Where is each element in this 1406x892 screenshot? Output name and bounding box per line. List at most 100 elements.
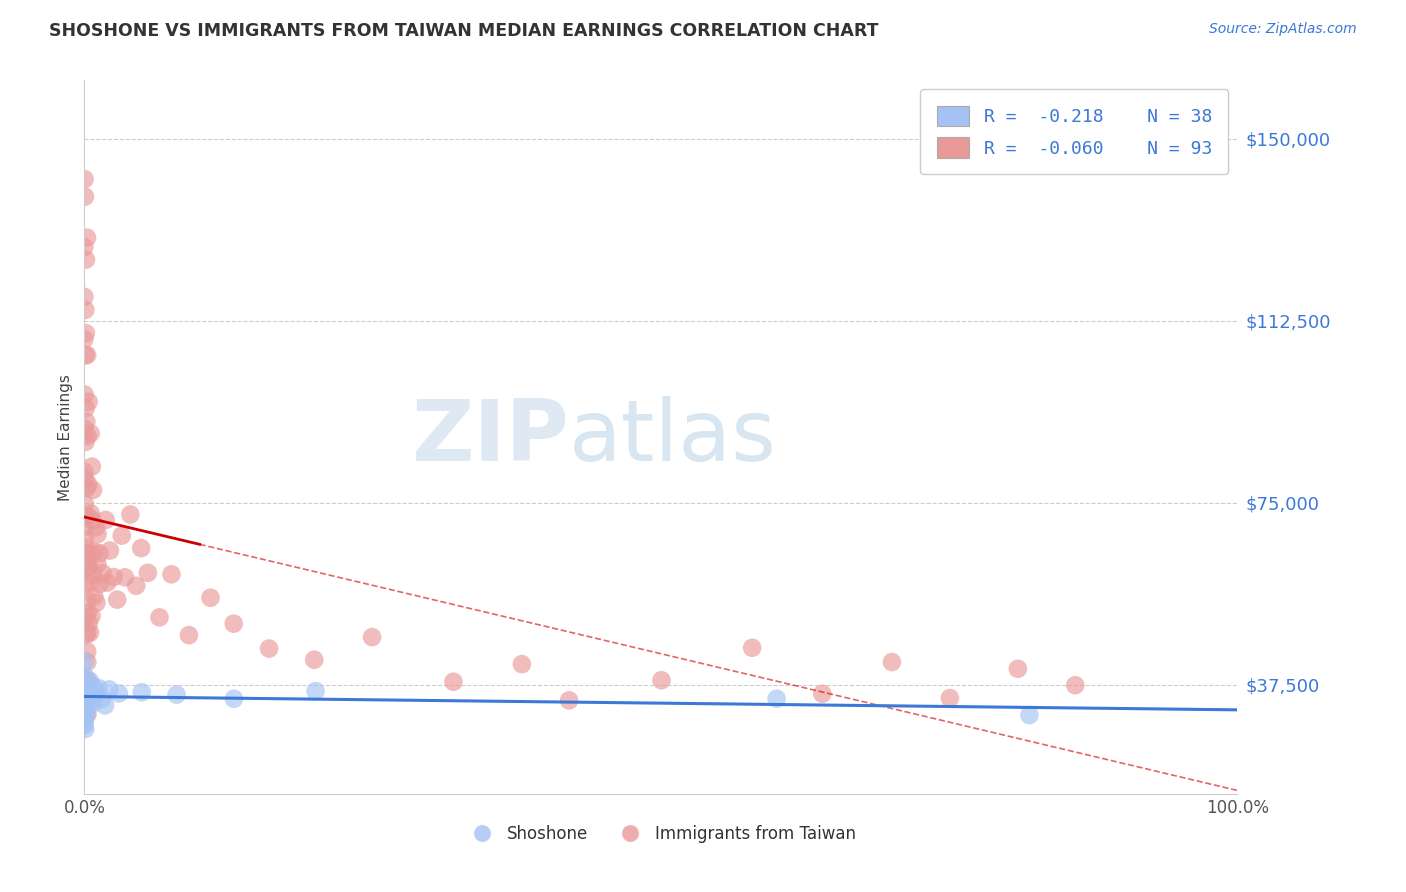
Point [1064, 678, 1087, 692]
Point [73, 703, 96, 717]
Point [148, 610, 170, 624]
Point [114, 570, 136, 584]
Point [79, 625, 101, 640]
Point [765, 691, 787, 706]
Point [558, 693, 581, 707]
Point [304, 653, 326, 667]
Point [76, 707, 98, 722]
Point [76, 509, 98, 524]
Point [94, 513, 117, 527]
Point [79, 426, 101, 441]
Point [75, 434, 97, 449]
Point [73, 240, 96, 254]
Point [76, 655, 98, 669]
Point [120, 508, 142, 522]
Point [73, 189, 96, 203]
Point [77, 616, 100, 631]
Point [75, 302, 97, 317]
Point [73, 655, 96, 669]
Point [79, 690, 101, 705]
Point [1018, 708, 1040, 723]
Text: SHOSHONE VS IMMIGRANTS FROM TAIWAN MEDIAN EARNINGS CORRELATION CHART: SHOSHONE VS IMMIGRANTS FROM TAIWAN MEDIA… [49, 22, 879, 40]
Point [160, 567, 183, 582]
Point [75, 690, 97, 705]
Legend: Shoshone, Immigrants from Taiwan: Shoshone, Immigrants from Taiwan [458, 819, 863, 850]
Point [222, 616, 245, 631]
Point [73, 172, 96, 186]
Point [73, 692, 96, 706]
Point [83, 544, 105, 558]
Point [131, 685, 153, 699]
Point [75, 541, 97, 555]
Point [304, 684, 326, 698]
Point [76, 230, 98, 244]
Point [83, 590, 105, 604]
Point [75, 722, 97, 736]
Point [75, 547, 97, 561]
Point [125, 579, 148, 593]
Point [79, 575, 101, 590]
Point [79, 507, 101, 521]
Point [75, 326, 97, 340]
Point [73, 332, 96, 346]
Point [82, 513, 104, 527]
Point [105, 592, 128, 607]
Point [91, 691, 114, 706]
Point [76, 683, 98, 698]
Point [75, 415, 97, 429]
Point [98, 543, 121, 558]
Text: ZIP: ZIP [411, 395, 568, 479]
Point [75, 575, 97, 590]
Point [98, 682, 121, 697]
Point [76, 693, 98, 707]
Point [75, 252, 97, 267]
Point [73, 465, 96, 479]
Point [76, 673, 98, 688]
Point [96, 575, 118, 590]
Point [77, 694, 100, 708]
Point [136, 566, 159, 580]
Point [89, 577, 111, 591]
Point [73, 718, 96, 732]
Point [75, 687, 97, 701]
Point [84, 686, 107, 700]
Point [86, 558, 108, 572]
Point [75, 348, 97, 362]
Point [73, 421, 96, 435]
Point [82, 696, 104, 710]
Point [73, 706, 96, 721]
Point [75, 708, 97, 723]
Point [73, 682, 96, 697]
Point [73, 668, 96, 682]
Point [77, 395, 100, 409]
Point [89, 546, 111, 560]
Point [94, 698, 117, 713]
Y-axis label: Median Earnings: Median Earnings [58, 374, 73, 500]
Point [129, 541, 152, 555]
Point [80, 688, 103, 702]
Point [76, 673, 98, 688]
Point [87, 681, 110, 695]
Point [880, 655, 903, 669]
Point [111, 528, 134, 542]
Point [222, 691, 245, 706]
Point [108, 686, 131, 700]
Point [84, 520, 107, 534]
Point [73, 290, 96, 304]
Text: atlas: atlas [568, 395, 776, 479]
Point [361, 630, 384, 644]
Point [76, 429, 98, 443]
Text: Source: ZipAtlas.com: Source: ZipAtlas.com [1209, 22, 1357, 37]
Point [103, 570, 125, 584]
Point [79, 673, 101, 688]
Point [75, 401, 97, 416]
Point [73, 673, 96, 687]
Point [73, 682, 96, 697]
Point [257, 641, 280, 656]
Point [82, 483, 104, 497]
Point [650, 673, 672, 688]
Point [82, 679, 104, 693]
Point [73, 520, 96, 534]
Point [77, 477, 100, 491]
Point [75, 473, 97, 487]
